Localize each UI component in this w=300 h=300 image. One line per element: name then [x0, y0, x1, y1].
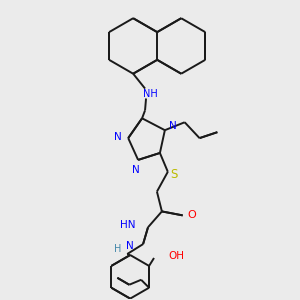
Text: NH: NH [142, 88, 158, 98]
Text: OH: OH [168, 251, 184, 261]
Text: N: N [126, 241, 134, 251]
Text: HN: HN [120, 220, 135, 230]
Text: O: O [187, 210, 196, 220]
Text: S: S [170, 168, 178, 181]
Text: H: H [114, 244, 121, 254]
Text: N: N [169, 121, 177, 131]
Text: N: N [132, 165, 140, 175]
Text: N: N [114, 132, 122, 142]
